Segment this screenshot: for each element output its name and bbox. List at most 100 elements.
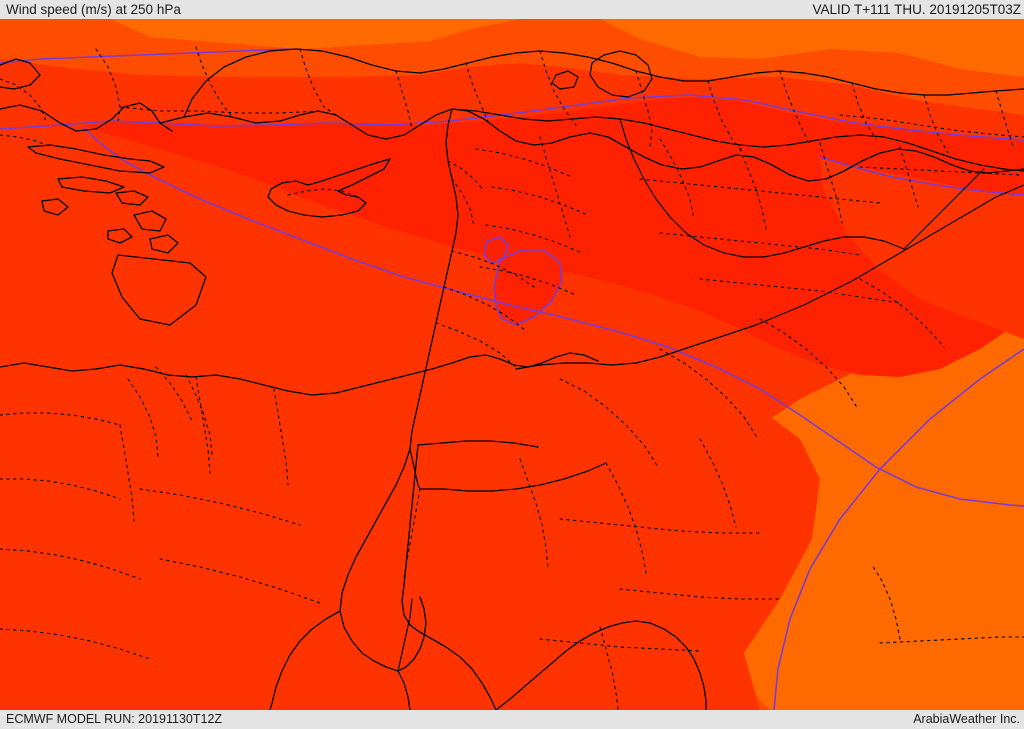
valid-time-label: VALID T+111 THU. 20191205T03Z xyxy=(812,1,1022,17)
province-border-iq-3 xyxy=(819,142,843,224)
province-border-gr-2 xyxy=(0,134,53,148)
province-border-sa-h3 xyxy=(539,638,701,652)
contour-line-lobe-a xyxy=(493,250,563,326)
coastline-arabia-west xyxy=(495,620,707,710)
province-border-eg-v1 xyxy=(119,424,135,522)
contour-line-northwest xyxy=(0,48,291,64)
coastline-layer xyxy=(0,48,1024,710)
coastline-island-f xyxy=(111,254,207,326)
province-border-sa-5 xyxy=(605,462,647,574)
border-jordan-saudi xyxy=(419,462,607,492)
province-border-eg-delta1 xyxy=(127,378,159,458)
province-border-eg-v3 xyxy=(273,388,289,486)
coastline-nile xyxy=(397,670,411,710)
contour-line-east xyxy=(819,156,1024,196)
province-border-sy-3 xyxy=(485,224,583,254)
coastline-island-c xyxy=(41,198,69,216)
political-border-layer xyxy=(397,50,1024,672)
coastline-island-b xyxy=(115,190,149,206)
province-border-tr-8 xyxy=(707,80,745,154)
province-border-sy-2 xyxy=(491,186,589,216)
province-border-eg-delta2 xyxy=(155,366,193,422)
coastline-red-sea-west xyxy=(269,610,341,710)
border-egypt-sudan-east xyxy=(417,440,539,448)
province-border-eg-h6 xyxy=(159,558,321,604)
province-border-sa-h2 xyxy=(619,588,781,600)
province-border-sa-2 xyxy=(659,348,759,440)
province-border-gr-1 xyxy=(0,78,47,122)
province-border-sa-h4 xyxy=(879,636,1024,644)
contour-line-south xyxy=(82,126,1024,507)
province-border-sa-1 xyxy=(559,378,659,468)
province-border-sy-4 xyxy=(479,266,577,296)
province-border-eg-sinai xyxy=(403,488,421,578)
border-syria-iraq xyxy=(619,118,905,258)
province-border-jo-2 xyxy=(443,286,527,332)
coastline-aegean xyxy=(0,58,41,90)
province-border-tr-9 xyxy=(779,70,811,146)
coastline-greece-mainland xyxy=(0,102,173,132)
footer-bar: ECMWF MODEL RUN: 20191130T12Z ArabiaWeat… xyxy=(0,710,1024,729)
border-lake-turkey xyxy=(589,50,653,98)
province-border-tr-3 xyxy=(299,48,337,116)
province-border-tr-h3 xyxy=(859,166,1021,176)
shading-band-low-southeast xyxy=(774,349,1024,710)
province-border-iq-2 xyxy=(739,148,767,230)
border-syria-jordan xyxy=(515,184,1024,370)
contour-line-southeast xyxy=(773,348,1024,710)
coastline-island-d xyxy=(107,228,133,244)
coastline-turkey-south xyxy=(159,108,1024,182)
weather-map-canvas[interactable] xyxy=(0,19,1024,710)
province-border-jo-1 xyxy=(451,250,535,288)
province-border-sa-v2 xyxy=(599,626,619,710)
border-egypt-israel xyxy=(397,598,413,672)
coastline-rhodes xyxy=(133,210,167,232)
province-border-sa-v3 xyxy=(871,564,901,640)
contour-line-lobe-b xyxy=(483,236,509,264)
shading-band-max-east xyxy=(820,159,1024,339)
border-lake-small xyxy=(551,70,579,90)
page-title: Wind speed (m/s) at 250 hPa xyxy=(6,1,181,17)
province-border-tr-h2 xyxy=(839,114,1024,138)
map-viewport[interactable] xyxy=(0,19,1024,710)
province-border-tr-7 xyxy=(635,70,653,148)
province-border-il-2 xyxy=(451,178,475,226)
province-border-sy-1 xyxy=(475,148,573,178)
shading-band-max-lobe-b xyxy=(484,237,508,263)
coastline-turkey-north xyxy=(183,48,1024,118)
province-border-eg-h5 xyxy=(139,488,301,526)
coastline-crete xyxy=(27,144,165,174)
province-border-sa-4 xyxy=(859,278,945,348)
province-border-jo-3 xyxy=(435,322,517,368)
coastline-gulf-suez xyxy=(397,596,427,672)
coastline-island-a xyxy=(57,176,125,194)
provider-label: ArabiaWeather Inc. xyxy=(913,712,1020,727)
border-iraq-iran-north xyxy=(903,168,985,250)
coastline-sinai-east xyxy=(401,444,419,632)
province-border-tr-6 xyxy=(539,50,577,126)
province-border-iq-1 xyxy=(659,138,695,220)
province-border-eg-2 xyxy=(0,478,121,500)
coastline-red-sea-east xyxy=(417,630,497,710)
coastline-levant xyxy=(409,108,459,450)
province-border-sa-6 xyxy=(699,438,737,528)
border-turkey-syria xyxy=(451,108,1024,172)
province-border-sa-3 xyxy=(759,318,859,410)
province-border-eg-4 xyxy=(0,628,151,660)
province-border-eg-delta3 xyxy=(185,374,213,456)
border-jordan-israel xyxy=(409,448,421,490)
coastline-island-e xyxy=(149,234,179,254)
province-border-layer xyxy=(0,46,1024,710)
province-border-sa-h1 xyxy=(559,518,761,534)
province-border-iq-h2 xyxy=(659,232,861,256)
model-run-label: ECMWF MODEL RUN: 20191130T12Z xyxy=(6,712,223,727)
coastline-cyprus xyxy=(267,158,391,218)
province-border-iq-h3 xyxy=(699,278,901,304)
province-border-il-1 xyxy=(447,160,485,192)
province-border-eg-1 xyxy=(0,412,121,426)
shading-band-max xyxy=(83,97,1024,377)
province-border-cy-1 xyxy=(287,188,359,198)
header-bar: Wind speed (m/s) at 250 hPa VALID T+111 … xyxy=(0,0,1024,19)
province-border-sa-v1 xyxy=(519,458,549,570)
